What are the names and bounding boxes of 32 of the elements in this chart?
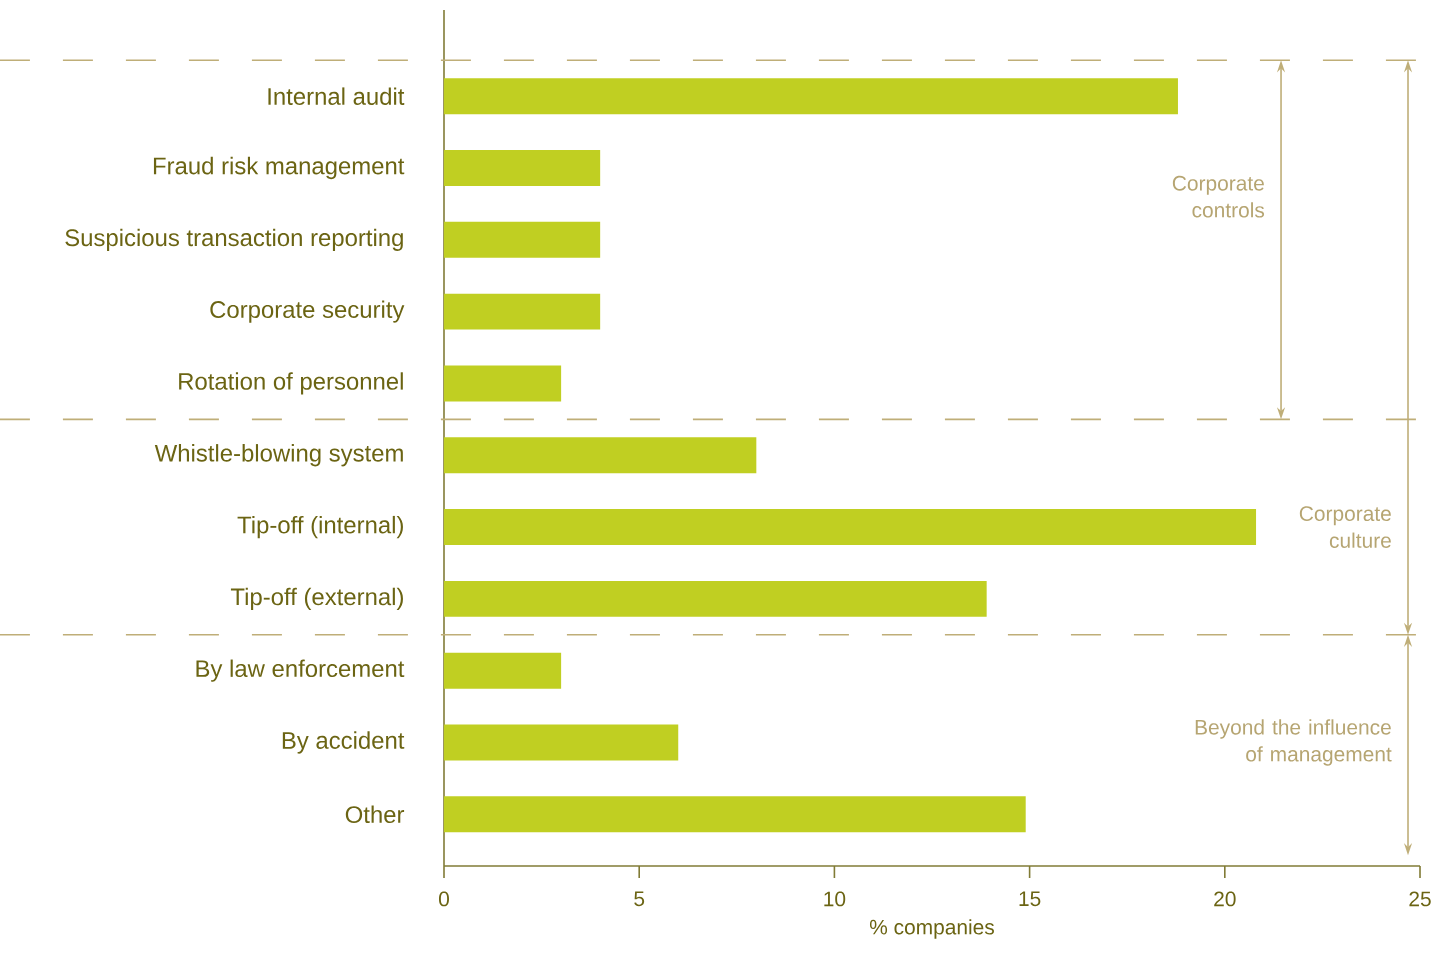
y-tick-label: Tip-off (internal) — [237, 515, 403, 539]
y-tick-label: Fraud risk management — [153, 156, 405, 180]
x-axis-title: % companies — [869, 919, 994, 939]
y-tick-label: By law enforcement — [196, 659, 405, 682]
annotation: Corporate culture — [1299, 506, 1391, 548]
x-tick-label: 20 — [1214, 891, 1236, 907]
x-tick-label: 10 — [824, 891, 846, 907]
bar — [444, 724, 679, 761]
bar — [444, 150, 601, 186]
annotation: Corporate controls — [1172, 175, 1265, 218]
annotation: Beyond the influence of management — [1195, 719, 1392, 766]
y-tick-label: Corporate security — [210, 300, 405, 323]
y-tick-label: Internal audit — [268, 87, 405, 105]
x-tick-label: 15 — [1019, 891, 1041, 907]
y-tick-label: Whistle-blowing system — [154, 444, 403, 467]
y-tick-label: Rotation of personnel — [179, 372, 403, 395]
bar — [444, 365, 562, 402]
x-tick-label: 25 — [1409, 891, 1431, 907]
bar — [444, 580, 987, 617]
bar — [444, 652, 562, 689]
y-tick-label: By accident — [282, 731, 405, 754]
bar — [444, 78, 1178, 115]
bar — [444, 221, 601, 258]
y-tick-label: Suspicious transaction reporting — [65, 228, 403, 251]
x-tick-label: 5 — [634, 891, 645, 907]
bar — [444, 293, 601, 330]
bar — [444, 509, 1257, 545]
bar — [444, 437, 757, 474]
y-tick-label: Other — [345, 805, 405, 824]
x-tick-label: 0 — [438, 891, 449, 907]
bar — [444, 796, 1026, 833]
y-tick-label: Tip-off (external) — [230, 587, 403, 611]
